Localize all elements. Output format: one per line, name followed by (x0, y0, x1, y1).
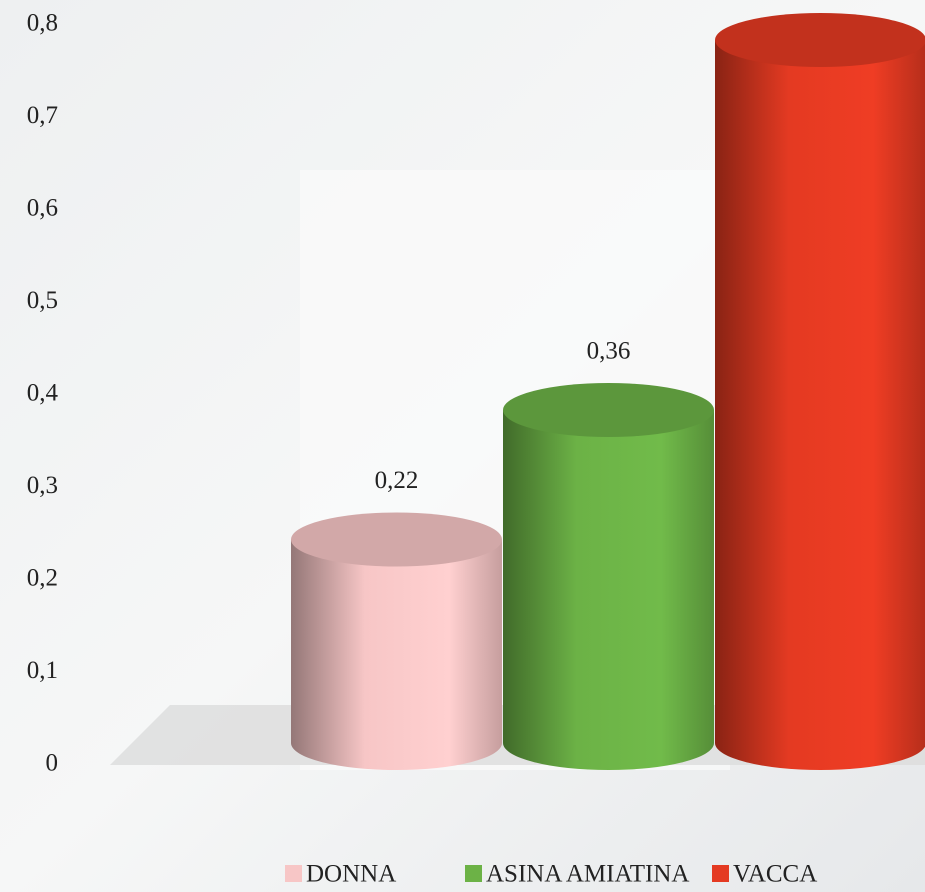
y-tick-label: 0 (46, 750, 59, 777)
y-tick-label: 0,6 (27, 195, 58, 222)
cylinder-body (291, 540, 502, 771)
cylinder-body (715, 40, 925, 770)
cylinder-top (715, 13, 925, 67)
cylinder-body (503, 410, 714, 770)
y-tick-label: 0,3 (27, 472, 58, 499)
legend-label: DONNA (306, 861, 396, 888)
y-tick-label: 0,5 (27, 287, 58, 314)
legend-label: ASINA AMIATINA (486, 861, 689, 888)
data-label: 0,36 (587, 338, 631, 365)
y-tick-label: 0,4 (27, 380, 59, 407)
cylinder-top (503, 383, 714, 437)
y-tick-label: 0,8 (27, 10, 58, 37)
legend-label: VACCA (733, 861, 817, 888)
legend-swatch (285, 865, 302, 882)
legend-swatch (712, 865, 729, 882)
y-tick-label: 0,7 (27, 102, 58, 129)
cylinder-top (291, 513, 502, 567)
legend-swatch (465, 865, 482, 882)
data-label: 0,22 (375, 467, 419, 494)
chart: 00,10,20,30,40,50,60,70,80,220,360,76DON… (0, 0, 925, 892)
y-tick-label: 0,1 (27, 657, 58, 684)
y-tick-label: 0,2 (27, 565, 58, 592)
